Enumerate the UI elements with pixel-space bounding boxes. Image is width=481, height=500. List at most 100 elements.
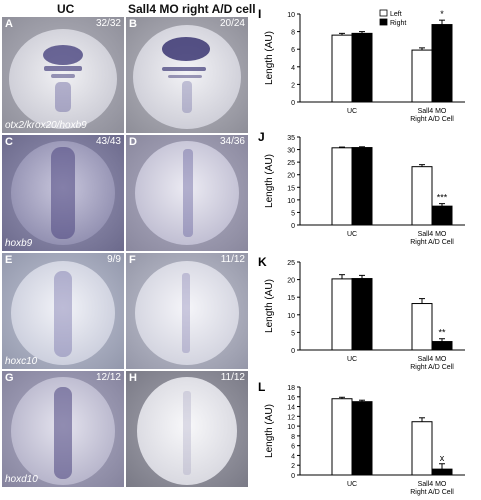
y-tick-label: 12 xyxy=(287,414,295,421)
gene-label: hoxd10 xyxy=(5,474,38,485)
y-tick-label: 8 xyxy=(291,434,295,441)
y-tick-label: 25 xyxy=(287,160,295,167)
y-axis-label: Length (AU) xyxy=(264,31,275,85)
legend-swatch-right xyxy=(379,18,388,26)
bar-right xyxy=(431,205,453,226)
x-tick-label: UC xyxy=(347,481,357,488)
panel-count: 34/36 xyxy=(219,136,245,147)
y-tick-label: 0 xyxy=(291,348,295,355)
y-tick-label: 6 xyxy=(291,47,295,54)
bar-left xyxy=(411,421,433,476)
embryo-b-image xyxy=(126,17,248,133)
legend-swatch-left xyxy=(379,9,388,17)
panel-label: G xyxy=(5,372,14,384)
panel-label: A xyxy=(5,18,13,30)
legend-label-right: Right xyxy=(390,20,406,27)
column-header-uc: UC xyxy=(57,2,75,16)
panel-a: A 32/32 otx2/krox20/hoxb9 xyxy=(2,17,124,133)
embryo-g-image xyxy=(2,371,124,487)
bar-left xyxy=(331,398,353,476)
panel-label: B xyxy=(129,18,137,30)
bar-left xyxy=(331,147,353,226)
bar-right xyxy=(431,24,453,103)
x-tick-label: UC xyxy=(347,356,357,363)
bar-right xyxy=(431,468,453,476)
embryo-a-image xyxy=(2,17,124,133)
significance-annotation: *** xyxy=(437,193,448,203)
bar-left xyxy=(411,166,433,226)
panel-label: I xyxy=(258,7,261,21)
y-tick-label: 5 xyxy=(291,210,295,217)
significance-annotation: ** xyxy=(438,328,446,338)
y-tick-label: 20 xyxy=(287,173,295,180)
significance-annotation: x xyxy=(440,453,445,463)
panel-label: J xyxy=(258,130,265,144)
y-tick-label: 0 xyxy=(291,473,295,480)
x-tick-label: Sall4 MO Right A/D Cell xyxy=(410,231,454,246)
panel-f: F 11/12 xyxy=(126,253,248,369)
panel-c: C 43/43 hoxb9 xyxy=(2,135,124,251)
panel-e: E 9/9 hoxc10 xyxy=(2,253,124,369)
panel-count: 11/12 xyxy=(220,254,245,265)
y-tick-label: 18 xyxy=(287,385,295,392)
x-tick-label: Sall4 MO Right A/D Cell xyxy=(410,108,454,123)
y-tick-label: 15 xyxy=(287,185,295,192)
panel-count: 32/32 xyxy=(95,18,121,29)
y-tick-label: 4 xyxy=(291,453,295,460)
panel-h: H 11/12 xyxy=(126,371,248,487)
embryo-f-image xyxy=(126,253,248,369)
panel-count: 43/43 xyxy=(95,136,121,147)
legend-label-left: Left xyxy=(390,11,402,18)
panel-label: D xyxy=(129,136,137,148)
bar-right xyxy=(351,401,373,476)
embryo-d-image xyxy=(126,135,248,251)
chart-k: K Length (AU) 0 5 10 15 20 25 UC Sall4 MO Right A/… xyxy=(258,255,465,371)
y-tick-label: 2 xyxy=(291,463,295,470)
panel-d: D 34/36 xyxy=(126,135,248,251)
x-tick-label: UC xyxy=(347,231,357,238)
panel-count: 12/12 xyxy=(95,372,121,383)
y-tick-label: 10 xyxy=(287,12,295,19)
y-tick-label: 5 xyxy=(291,330,295,337)
y-tick-label: 10 xyxy=(287,198,295,205)
panel-g: G 12/12 hoxd10 xyxy=(2,371,124,487)
x-tick-label: Sall4 MO Right A/D Cell xyxy=(410,356,454,371)
y-tick-label: 20 xyxy=(287,278,295,285)
bar-left xyxy=(411,49,433,103)
y-tick-label: 15 xyxy=(287,295,295,302)
bar-left xyxy=(331,34,353,103)
panel-count: 11/12 xyxy=(220,372,245,383)
panel-label: H xyxy=(129,372,137,384)
embryo-h-image xyxy=(126,371,248,487)
y-tick-label: 8 xyxy=(291,30,295,37)
panel-label: K xyxy=(258,255,267,269)
embryo-e-image xyxy=(2,253,124,369)
panel-label: F xyxy=(129,254,136,266)
bar-right xyxy=(431,341,453,351)
gene-label: hoxb9 xyxy=(5,238,33,249)
gene-label: otx2/krox20/hoxb9 xyxy=(5,120,87,131)
panel-b: B 20/24 xyxy=(126,17,248,133)
y-tick-label: 35 xyxy=(287,135,295,142)
panel-label: C xyxy=(5,136,13,148)
y-tick-label: 30 xyxy=(287,148,295,155)
x-tick-label: UC xyxy=(347,108,357,115)
chart-j: J Length (AU) 0 5 10 15 20 25 30 35 UC Sall4 MO Righ… xyxy=(258,130,465,246)
y-tick-label: 14 xyxy=(287,405,295,412)
y-tick-label: 25 xyxy=(287,260,295,267)
column-header-sall4: Sall4 MO right A/D cell xyxy=(128,2,256,16)
y-tick-label: 2 xyxy=(291,82,295,89)
y-tick-label: 0 xyxy=(291,100,295,107)
y-tick-label: 6 xyxy=(291,444,295,451)
y-tick-label: 4 xyxy=(291,65,295,72)
y-axis-label: Length (AU) xyxy=(264,154,275,208)
embryo-c-image xyxy=(2,135,124,251)
bar-left xyxy=(331,278,353,351)
panel-count: 9/9 xyxy=(107,254,121,265)
y-tick-label: 16 xyxy=(287,395,295,402)
panel-label: L xyxy=(258,380,265,394)
bar-right xyxy=(351,147,373,226)
gene-label: hoxc10 xyxy=(5,356,38,367)
y-tick-label: 10 xyxy=(287,424,295,431)
